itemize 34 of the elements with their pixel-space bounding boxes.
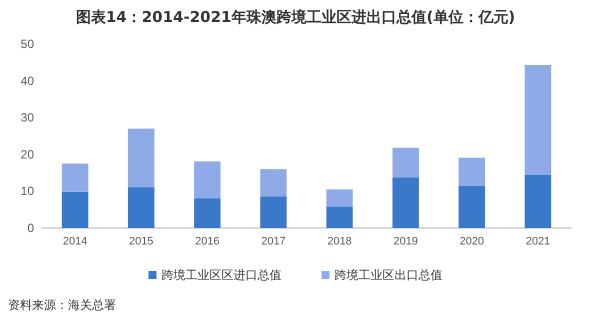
- x-tick-label: 2017: [261, 236, 286, 248]
- bar: [458, 186, 486, 228]
- x-tick-label: 2018: [327, 236, 352, 248]
- legend-label: 跨境工业区区进口总值: [162, 268, 282, 282]
- x-tick-label: 2015: [128, 236, 154, 248]
- y-tick-label: 20: [20, 147, 34, 162]
- bar: [62, 164, 88, 192]
- x-tick-label: 2014: [62, 236, 88, 248]
- bar: [392, 177, 419, 228]
- bar: [326, 206, 353, 228]
- y-tick-label: 50: [20, 37, 34, 51]
- bar: [392, 148, 419, 178]
- bar: [524, 175, 552, 228]
- bar: [458, 158, 486, 186]
- legend-label: 跨境工业区出口总值: [334, 268, 442, 282]
- bar: [62, 192, 88, 228]
- bar: [326, 189, 353, 207]
- text: 资料来源：海关总署: [7, 297, 117, 314]
- y-tick-label: 40: [20, 74, 34, 88]
- x-tick-label: 2016: [195, 236, 220, 248]
- x-tick-label: 2019: [393, 236, 418, 248]
- bar: [194, 161, 221, 199]
- x-tick-label: 2021: [526, 236, 550, 248]
- bar: [260, 196, 287, 228]
- chart-title: 图表14：2014-2021年珠澳跨境工业区进出口总值(单位：亿元): [74, 7, 516, 28]
- bar: [128, 187, 154, 228]
- bar: [524, 64, 552, 176]
- y-tick-label: 0: [27, 221, 34, 235]
- y-tick-label: 10: [20, 184, 34, 198]
- bar: [194, 198, 221, 228]
- x-tick-label: 2020: [460, 236, 484, 248]
- bar: [260, 169, 287, 196]
- bar: [128, 128, 154, 188]
- y-tick-label: 30: [20, 110, 34, 125]
